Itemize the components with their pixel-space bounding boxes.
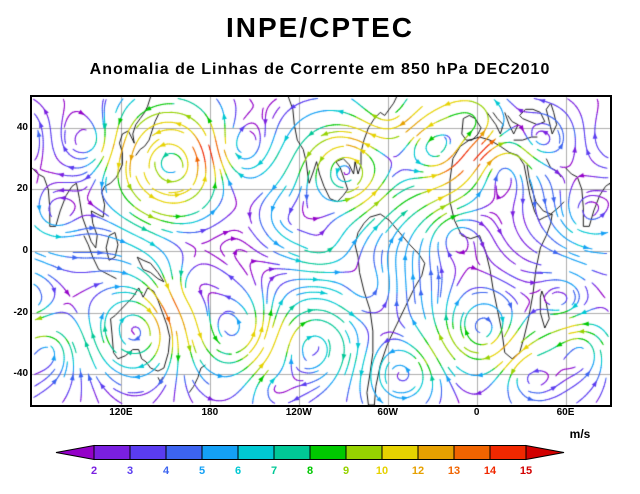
colorbar-tick-label: 2	[91, 465, 97, 477]
colorbar-segment	[489, 445, 527, 460]
colorbar-segment	[345, 445, 383, 460]
colorbar-left-arrow	[55, 444, 95, 461]
x-tick-label: 120E	[109, 407, 133, 418]
colorbar-right-arrow	[525, 444, 565, 461]
colorbar-tick-label: 12	[412, 465, 424, 477]
colorbar-tick-label: 6	[235, 465, 241, 477]
colorbar-segment	[381, 445, 419, 460]
streamline-canvas	[32, 97, 610, 405]
x-tick-label: 60W	[377, 407, 398, 418]
colorbar-tick-label: 8	[307, 465, 313, 477]
y-tick-label: 40	[16, 121, 28, 133]
colorbar-tick-label: 9	[343, 465, 349, 477]
colorbar-svg: 2 3 4 5 6 7 8 9 10 12 13 14 15	[55, 444, 565, 477]
colorbar-segment	[93, 445, 131, 460]
y-tick-label: -20	[13, 306, 28, 318]
colorbar-units-label: m/s	[569, 427, 591, 441]
x-tick-label: 120W	[285, 407, 312, 418]
colorbar-segment	[129, 445, 167, 460]
colorbar-segment	[201, 445, 239, 460]
colorbar-segment	[417, 445, 455, 460]
colorbar-segment	[309, 445, 347, 460]
colorbar-tick-label: 5	[199, 465, 205, 477]
colorbar-segment	[165, 445, 203, 460]
colorbar-tick-label: 7	[271, 465, 277, 477]
map-plot	[30, 95, 612, 407]
colorbar-tick-label: 3	[127, 465, 133, 477]
colorbar-tick-label: 10	[376, 465, 388, 477]
x-tick-label: 0	[473, 407, 480, 418]
colorbar-tick-label: 4	[163, 465, 170, 477]
y-tick-label: 0	[22, 245, 28, 256]
y-tick-label: 20	[16, 183, 28, 195]
x-tick-label: 180	[201, 407, 219, 418]
colorbar-tick-label: 14	[484, 465, 497, 477]
x-tick-label: 60E	[556, 407, 575, 418]
colorbar-tick-label: 13	[448, 465, 460, 477]
colorbar-segment	[453, 445, 491, 460]
page-title: INPE/CPTEC	[225, 12, 415, 43]
colorbar: 2 3 4 5 6 7 8 9 10 12 13 14 15	[0, 438, 640, 488]
colorbar-segment	[273, 445, 311, 460]
y-tick-label: -40	[13, 368, 28, 380]
colorbar-segment	[237, 445, 275, 460]
colorbar-tick-label: 15	[520, 465, 532, 477]
chart-title: Anomalia de Linhas de Corrente em 850 hP…	[89, 61, 551, 78]
